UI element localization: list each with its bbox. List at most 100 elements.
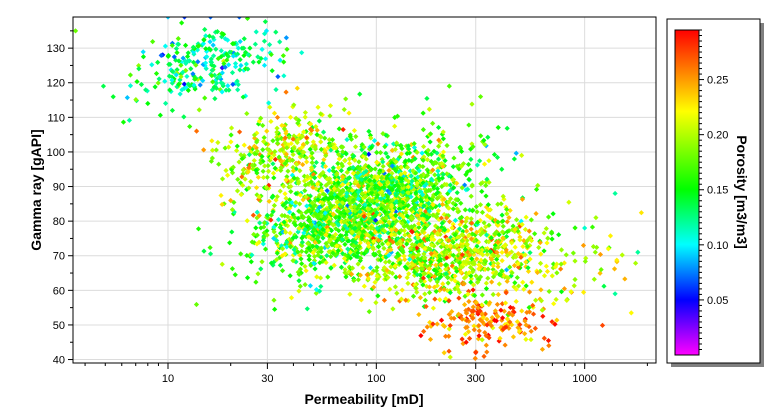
data-point xyxy=(389,270,396,276)
data-point xyxy=(368,181,375,187)
data-point xyxy=(477,217,483,224)
data-point xyxy=(346,212,352,218)
data-point xyxy=(241,36,247,42)
data-point xyxy=(384,204,390,210)
data-point xyxy=(406,181,412,187)
data-point xyxy=(417,177,424,183)
colorbar-tick-label: 0.20 xyxy=(707,130,728,142)
data-point xyxy=(281,202,287,208)
data-point xyxy=(286,134,292,140)
data-point xyxy=(343,232,349,238)
data-point xyxy=(459,336,465,342)
data-point xyxy=(399,287,405,293)
data-point xyxy=(478,266,484,273)
data-point xyxy=(202,95,208,101)
data-point xyxy=(305,208,311,214)
data-point xyxy=(509,240,515,246)
data-point xyxy=(193,301,200,308)
data-point xyxy=(323,232,329,238)
data-point xyxy=(431,267,437,273)
data-point xyxy=(318,146,324,152)
data-point xyxy=(532,325,538,331)
data-point xyxy=(527,256,533,262)
data-point xyxy=(347,291,353,297)
data-point xyxy=(405,178,412,184)
data-point xyxy=(512,280,518,286)
data-point xyxy=(345,208,351,214)
data-point xyxy=(476,323,482,329)
data-point xyxy=(447,188,453,194)
data-point xyxy=(240,182,246,188)
data-point xyxy=(261,220,267,226)
data-point xyxy=(371,238,377,244)
data-point xyxy=(450,164,456,170)
data-point xyxy=(477,158,483,164)
data-point xyxy=(426,289,433,296)
data-point xyxy=(242,93,249,99)
data-point xyxy=(462,243,468,249)
data-point xyxy=(526,289,533,295)
data-point xyxy=(473,350,479,356)
data-point xyxy=(484,251,490,257)
data-point xyxy=(382,209,388,215)
data-point xyxy=(462,207,468,213)
data-point xyxy=(261,38,268,44)
data-point xyxy=(251,132,258,138)
data-point xyxy=(480,252,486,258)
data-point xyxy=(440,171,446,178)
data-point xyxy=(216,161,222,167)
data-point xyxy=(222,36,228,42)
data-point xyxy=(338,264,345,270)
data-point xyxy=(431,273,438,280)
data-point xyxy=(430,167,436,173)
data-point xyxy=(473,273,479,279)
data-point xyxy=(544,268,551,275)
data-point xyxy=(517,321,523,328)
data-point xyxy=(374,192,381,198)
data-point xyxy=(386,259,392,265)
data-point xyxy=(489,314,495,321)
data-point xyxy=(259,259,265,265)
data-point xyxy=(179,20,185,26)
data-point xyxy=(241,52,247,59)
data-point xyxy=(523,336,529,342)
data-point xyxy=(342,197,348,203)
data-point xyxy=(393,192,399,198)
data-point xyxy=(413,199,420,205)
data-point xyxy=(500,326,506,332)
data-point xyxy=(316,180,322,186)
data-point xyxy=(522,252,528,258)
data-point xyxy=(635,249,641,255)
data-point xyxy=(428,158,434,165)
data-point xyxy=(418,173,424,179)
data-point xyxy=(350,164,356,171)
colorbar-ticks: 0.050.100.150.200.25 xyxy=(699,29,728,350)
data-point xyxy=(552,264,559,270)
data-point xyxy=(234,188,241,194)
data-point xyxy=(184,73,190,80)
data-point xyxy=(252,41,258,47)
data-point xyxy=(234,143,240,149)
data-point xyxy=(430,120,436,126)
data-point xyxy=(232,272,238,278)
data-point xyxy=(423,303,429,310)
data-point xyxy=(304,159,310,165)
data-point xyxy=(466,269,472,276)
data-point xyxy=(402,170,408,176)
data-point xyxy=(318,139,324,145)
data-point xyxy=(318,188,325,194)
data-point xyxy=(519,221,525,228)
data-point xyxy=(467,264,474,271)
data-point xyxy=(157,112,163,118)
data-point xyxy=(331,262,337,268)
data-point xyxy=(424,95,430,102)
data-point xyxy=(312,211,318,217)
data-point xyxy=(398,151,404,157)
data-point xyxy=(280,246,286,252)
data-point xyxy=(522,331,528,337)
data-point xyxy=(254,139,260,145)
data-point xyxy=(312,175,318,181)
data-point xyxy=(377,186,383,192)
data-point xyxy=(250,59,256,65)
data-point xyxy=(612,291,618,297)
